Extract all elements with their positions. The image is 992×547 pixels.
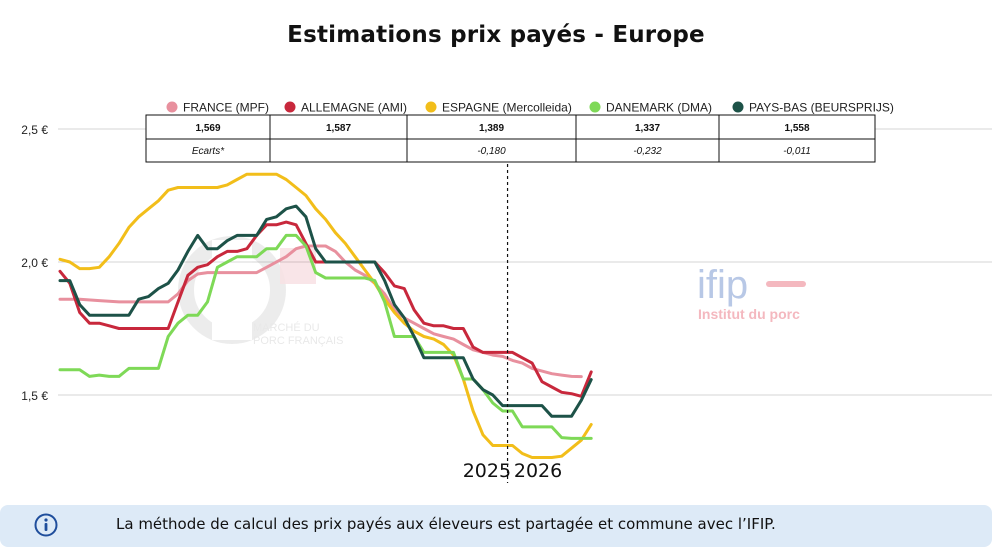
table-price-cell: 1,389 <box>479 123 504 134</box>
table-price-cell: 1,337 <box>635 123 660 134</box>
y-tick-label: 2,0 € <box>21 256 48 270</box>
legend-marker <box>589 101 601 113</box>
table-ecarts-label: Ecarts* <box>192 146 225 157</box>
legend-marker <box>425 101 437 113</box>
mpf-watermark-line2: PORC FRANÇAIS <box>253 335 343 347</box>
price-table: 1,569 Ecarts* 1,587 1,389 -0,180 1,337 -0,232 1… <box>145 114 876 163</box>
table-ecart-cell: -0,180 <box>477 146 506 157</box>
year-label: 2026 <box>514 460 562 482</box>
table-ecart-cell: -0,232 <box>633 146 662 157</box>
series-line-1 <box>58 244 583 379</box>
mpf-logo-circle <box>178 236 286 344</box>
legend-label: FRANCE (MPF) <box>183 101 269 115</box>
legend-marker <box>732 101 744 113</box>
legend-label: DANEMARK (DMA) <box>606 101 712 115</box>
y-axis-ticks: 1,5 € 2,0 € 2,5 € <box>21 123 48 403</box>
y-tick-label: 1,5 € <box>21 389 48 403</box>
legend-marker <box>166 101 178 113</box>
line-chart: 1,5 €2,0 €2,5 € MARCHÉ DU PORC FRANÇAIS … <box>21 101 992 483</box>
series-line-5 <box>58 204 593 418</box>
series-line-4 <box>58 233 593 440</box>
y-tick-label: 2,5 € <box>21 123 48 137</box>
info-text: La méthode de calcul des prix payés aux … <box>116 515 776 533</box>
mpf-watermark-line1: MARCHÉ DU <box>253 321 320 334</box>
table-price-cell: 1,587 <box>326 123 351 134</box>
info-icon <box>34 513 58 537</box>
ifip-watermark-dash <box>766 281 806 287</box>
table-ecart-cell: -0,011 <box>783 146 811 157</box>
chart-title: Estimations prix payés - Europe <box>287 22 705 48</box>
series-line-3 <box>58 172 593 459</box>
legend: FRANCE (MPF) ALLEMAGNE (AMI) ESPAGNE (Merc… <box>166 101 894 115</box>
year-label: 2025 <box>463 460 511 482</box>
ifip-watermark-sub: Institut du porc <box>698 306 800 322</box>
series-line-2 <box>58 220 593 398</box>
legend-label: ESPAGNE (Mercolleida) <box>442 101 572 115</box>
year-labels: 2025 2026 <box>463 460 563 482</box>
legend-label: ALLEMAGNE (AMI) <box>301 101 407 115</box>
table-price-cell: 1,569 <box>195 123 220 134</box>
ifip-watermark-main: ifip <box>697 263 748 307</box>
legend-label: PAYS-BAS (BEURSPRIJS) <box>749 101 894 115</box>
legend-marker <box>284 101 296 113</box>
series-lines <box>58 172 593 459</box>
info-banner: La méthode de calcul des prix payés aux … <box>0 505 992 547</box>
table-price-cell: 1,558 <box>784 123 809 134</box>
ifip-watermark: ifip Institut du porc <box>697 263 806 322</box>
